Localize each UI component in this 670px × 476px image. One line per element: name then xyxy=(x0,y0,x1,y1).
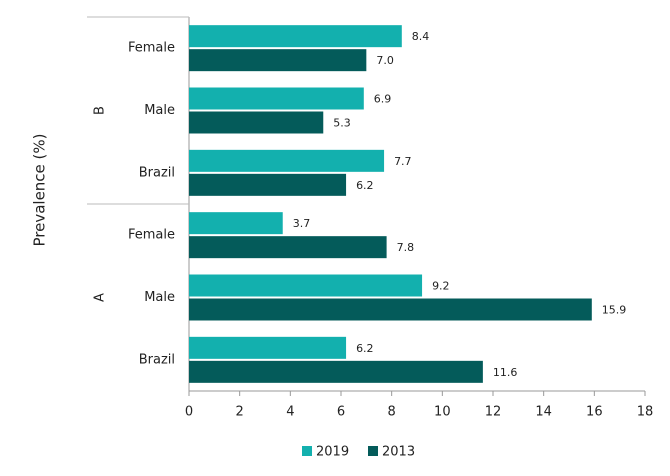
x-tick-label: 6 xyxy=(337,405,345,420)
value-label: 5.3 xyxy=(333,117,351,130)
y-tick-label: Brazil xyxy=(139,165,175,180)
legend-swatch xyxy=(302,446,312,456)
value-label: 8.4 xyxy=(412,30,430,43)
bar xyxy=(189,49,367,72)
y-tick-label: Female xyxy=(128,228,175,243)
bar xyxy=(189,87,364,110)
bar xyxy=(189,149,385,172)
bar xyxy=(189,360,483,383)
x-tick-label: 14 xyxy=(535,405,552,420)
legend-swatch xyxy=(368,446,378,456)
x-tick-label: 12 xyxy=(485,405,502,420)
legend-label: 2013 xyxy=(382,445,415,460)
legend-label: 2019 xyxy=(316,445,349,460)
group-label: B xyxy=(93,106,108,115)
bar xyxy=(189,111,324,134)
value-label: 3.7 xyxy=(293,217,311,230)
bar xyxy=(189,298,592,321)
bar xyxy=(189,212,283,235)
x-tick-label: 4 xyxy=(286,405,294,420)
y-axis-title: Prevalence (%) xyxy=(31,133,49,246)
x-tick-label: 16 xyxy=(586,405,603,420)
y-tick-label: Female xyxy=(128,41,175,56)
x-tick-label: 0 xyxy=(185,405,193,420)
x-tick-label: 18 xyxy=(637,405,654,420)
bar xyxy=(189,336,347,359)
x-tick-label: 8 xyxy=(388,405,396,420)
value-label: 7.7 xyxy=(394,155,412,168)
value-label: 15.9 xyxy=(602,304,627,317)
bar xyxy=(189,173,347,196)
x-tick-label: 2 xyxy=(236,405,244,420)
group-label: A xyxy=(93,293,108,302)
value-label: 6.9 xyxy=(374,93,392,106)
bar xyxy=(189,25,402,48)
value-label: 6.2 xyxy=(356,179,374,192)
bar xyxy=(189,274,423,297)
value-label: 7.0 xyxy=(376,54,394,67)
value-label: 6.2 xyxy=(356,342,374,355)
y-tick-label: Brazil xyxy=(139,352,175,367)
value-label: 9.2 xyxy=(432,280,450,293)
y-tick-label: Male xyxy=(144,103,175,118)
x-tick-label: 10 xyxy=(434,405,451,420)
y-tick-label: Male xyxy=(144,290,175,305)
bar xyxy=(189,236,387,259)
value-label: 11.6 xyxy=(493,366,518,379)
value-label: 7.8 xyxy=(397,241,415,254)
